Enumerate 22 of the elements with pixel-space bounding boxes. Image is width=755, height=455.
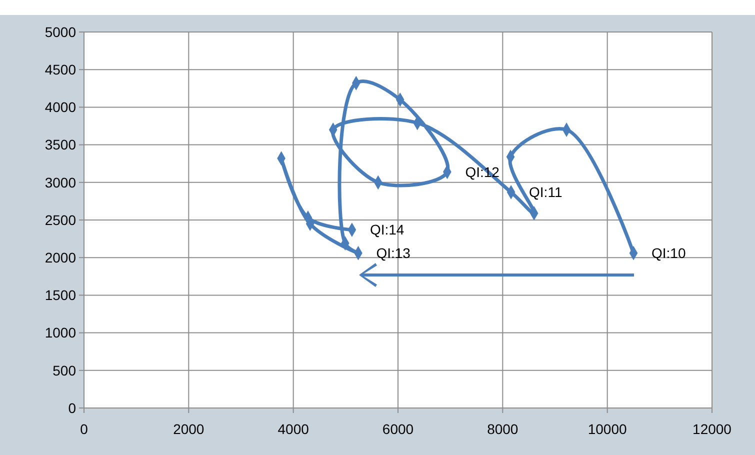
x-tick-label: 6000 [382, 421, 414, 437]
y-tick-label: 2000 [44, 250, 76, 266]
x-tick-label: 2000 [173, 421, 204, 437]
y-tick-label: 500 [52, 362, 76, 378]
y-tick-label: 3500 [44, 136, 76, 153]
annotation: QI:10 [652, 244, 686, 261]
y-tick-label: 1000 [44, 324, 76, 341]
x-tick-label: 0 [80, 421, 88, 437]
x-tick-label: 12000 [692, 421, 732, 437]
x-tick-label: 4000 [278, 421, 310, 437]
y-tick-label: 3000 [44, 174, 76, 190]
annotation: QI:13 [376, 244, 411, 261]
y-tick-label: 5000 [44, 24, 76, 40]
y-tick-label: 2500 [44, 212, 76, 228]
x-tick-label: 8000 [487, 421, 518, 437]
y-tick-label: 4000 [44, 99, 76, 116]
annotation: QI:11 [529, 184, 562, 200]
y-tick-label: 0 [68, 400, 76, 416]
y-tick-label: 1500 [44, 287, 76, 304]
annotation: QI:14 [370, 222, 404, 238]
x-tick-label: 10000 [588, 421, 628, 437]
y-tick-label: 4500 [44, 62, 76, 78]
